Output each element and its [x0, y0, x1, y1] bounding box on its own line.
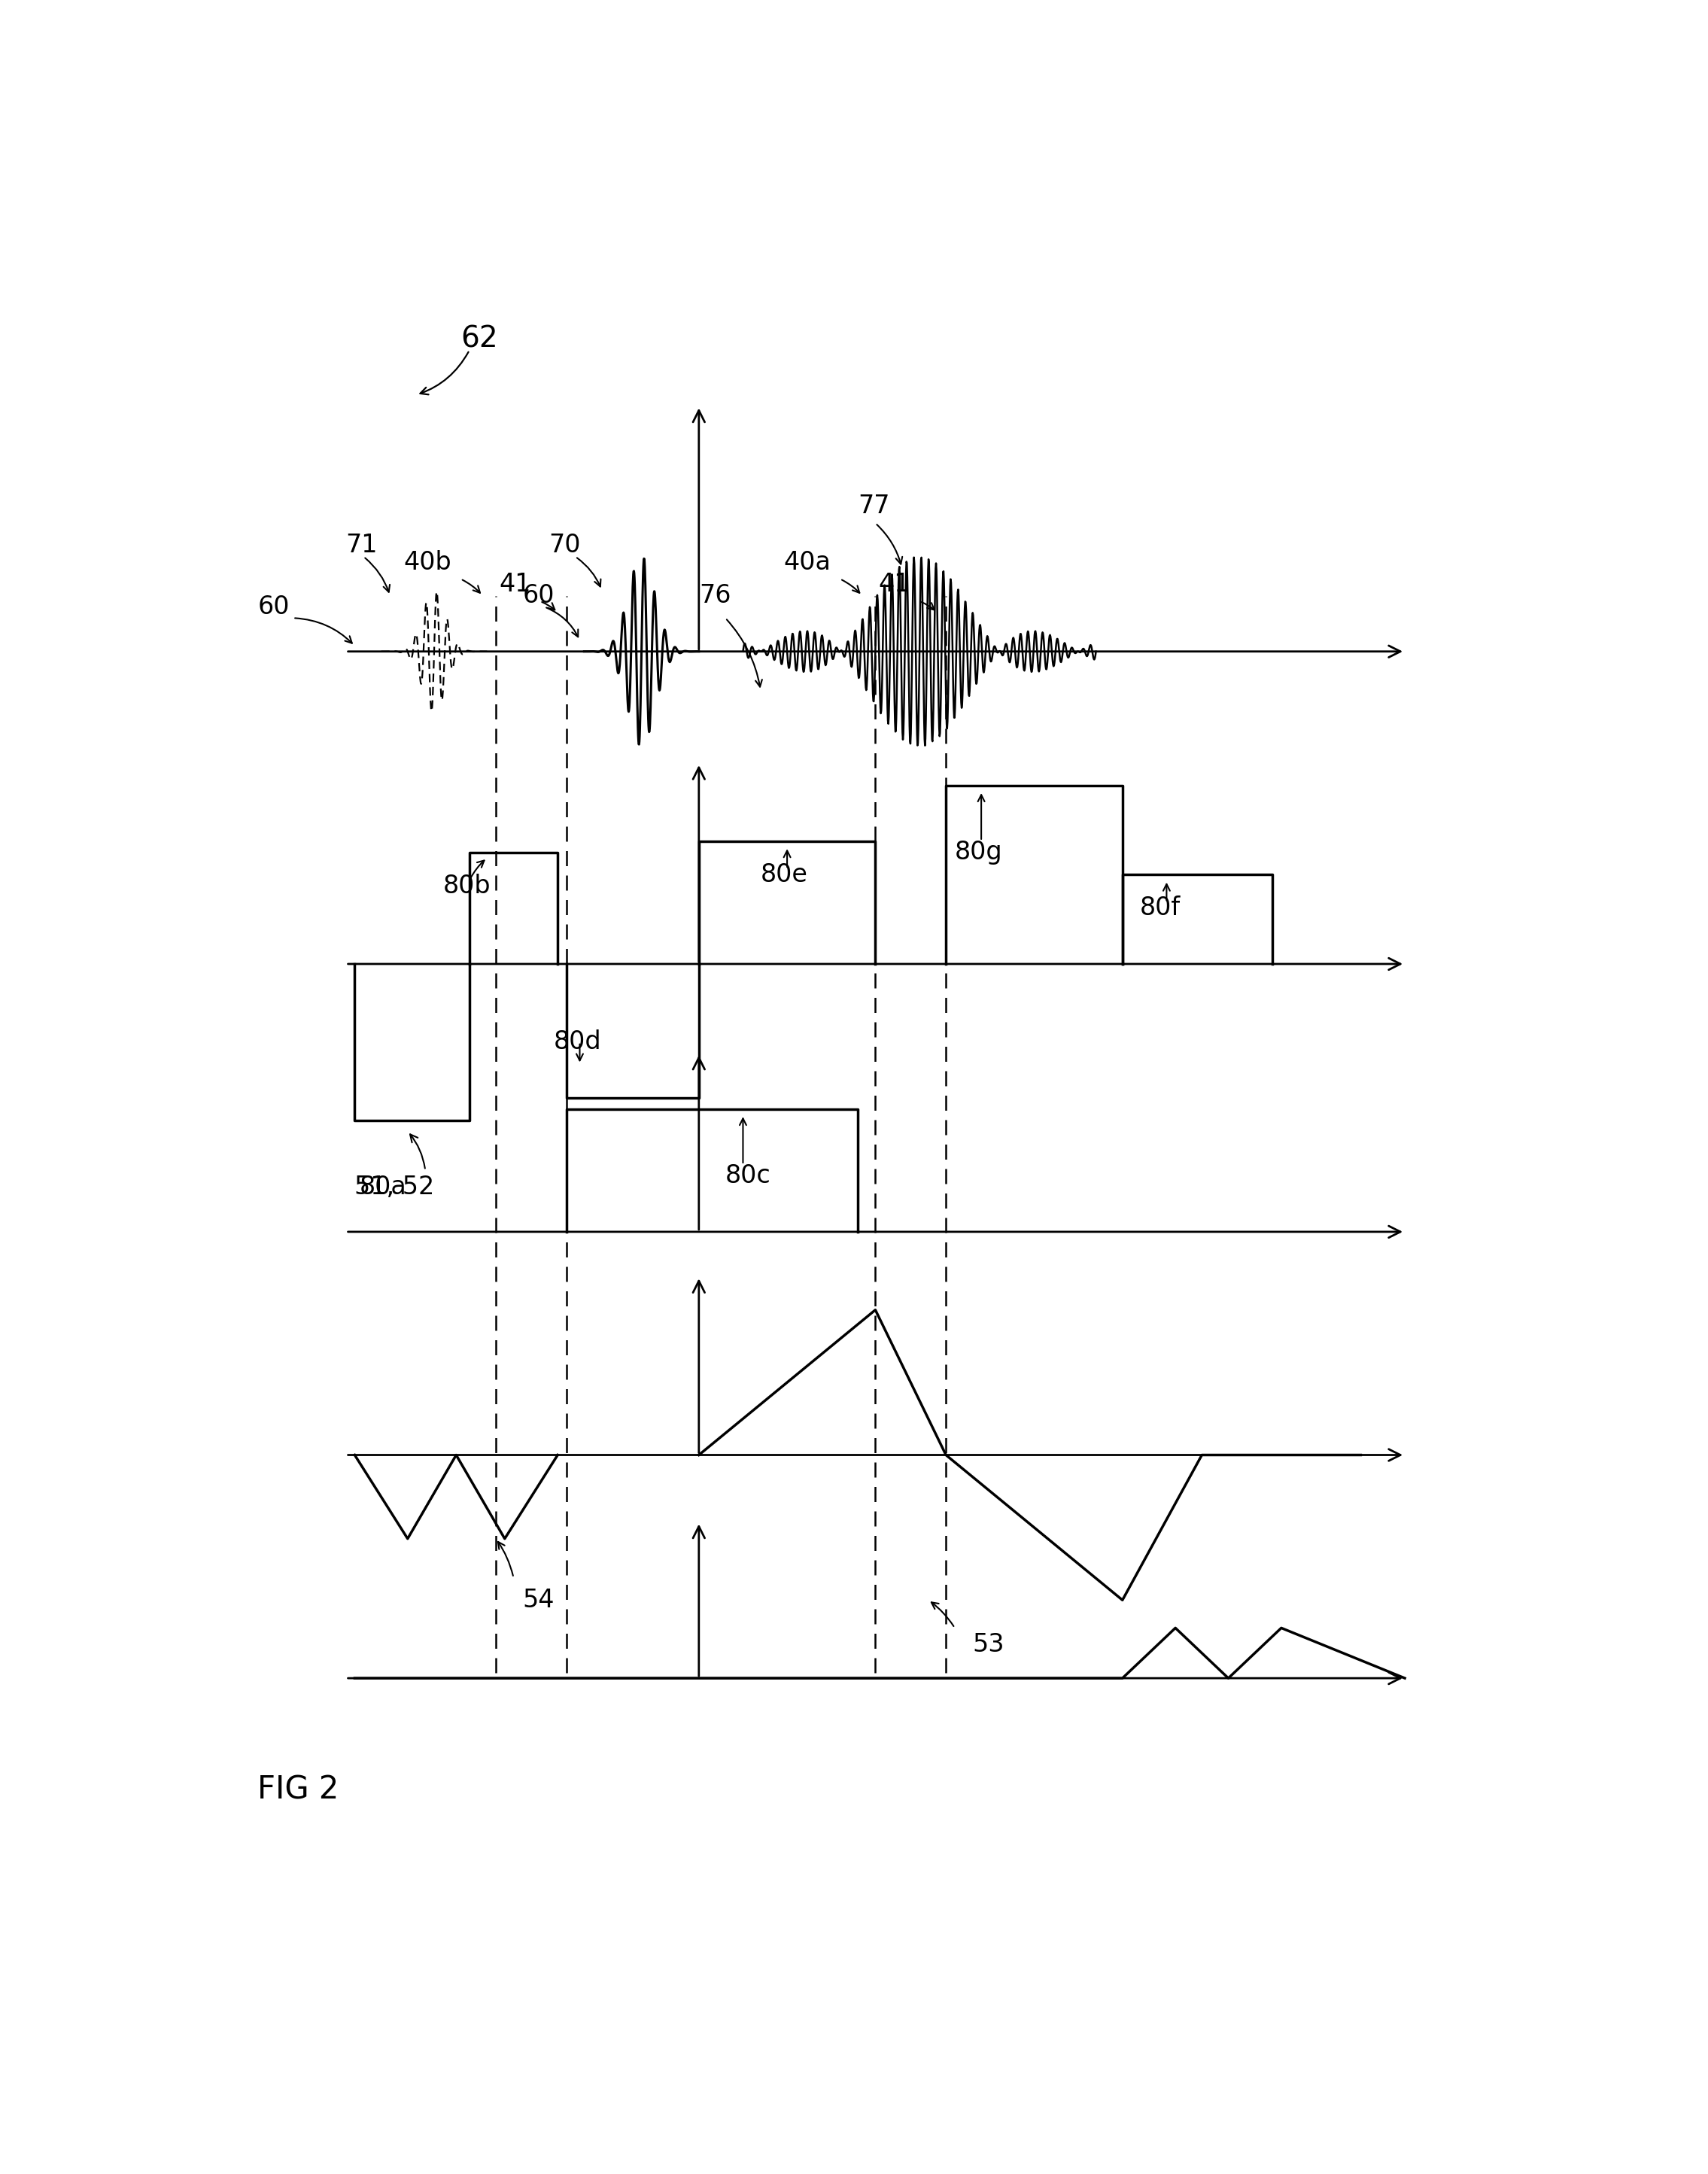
Text: 41: 41 — [878, 572, 910, 598]
Text: 54: 54 — [523, 1587, 555, 1613]
Text: 80b: 80b — [442, 874, 490, 898]
Text: 60: 60 — [523, 583, 555, 609]
Text: 53: 53 — [972, 1633, 1004, 1657]
Text: 80e: 80e — [760, 863, 808, 887]
Text: 80f: 80f — [1141, 896, 1180, 920]
Text: 80c: 80c — [726, 1163, 770, 1189]
Text: 40a: 40a — [784, 550, 832, 574]
Text: 70: 70 — [548, 533, 581, 559]
Text: 76: 76 — [699, 583, 731, 609]
Text: 62: 62 — [461, 324, 499, 354]
Text: FIG 2: FIG 2 — [258, 1774, 340, 1807]
Text: 41: 41 — [499, 572, 531, 598]
Text: 80d: 80d — [553, 1030, 601, 1054]
Text: 60: 60 — [258, 594, 290, 620]
Text: 80a: 80a — [359, 1174, 407, 1200]
Text: 80g: 80g — [955, 839, 1003, 865]
Text: 51, 52: 51, 52 — [355, 1174, 436, 1200]
Text: 77: 77 — [857, 493, 890, 520]
Text: 40b: 40b — [403, 550, 451, 574]
Text: 71: 71 — [345, 533, 377, 559]
